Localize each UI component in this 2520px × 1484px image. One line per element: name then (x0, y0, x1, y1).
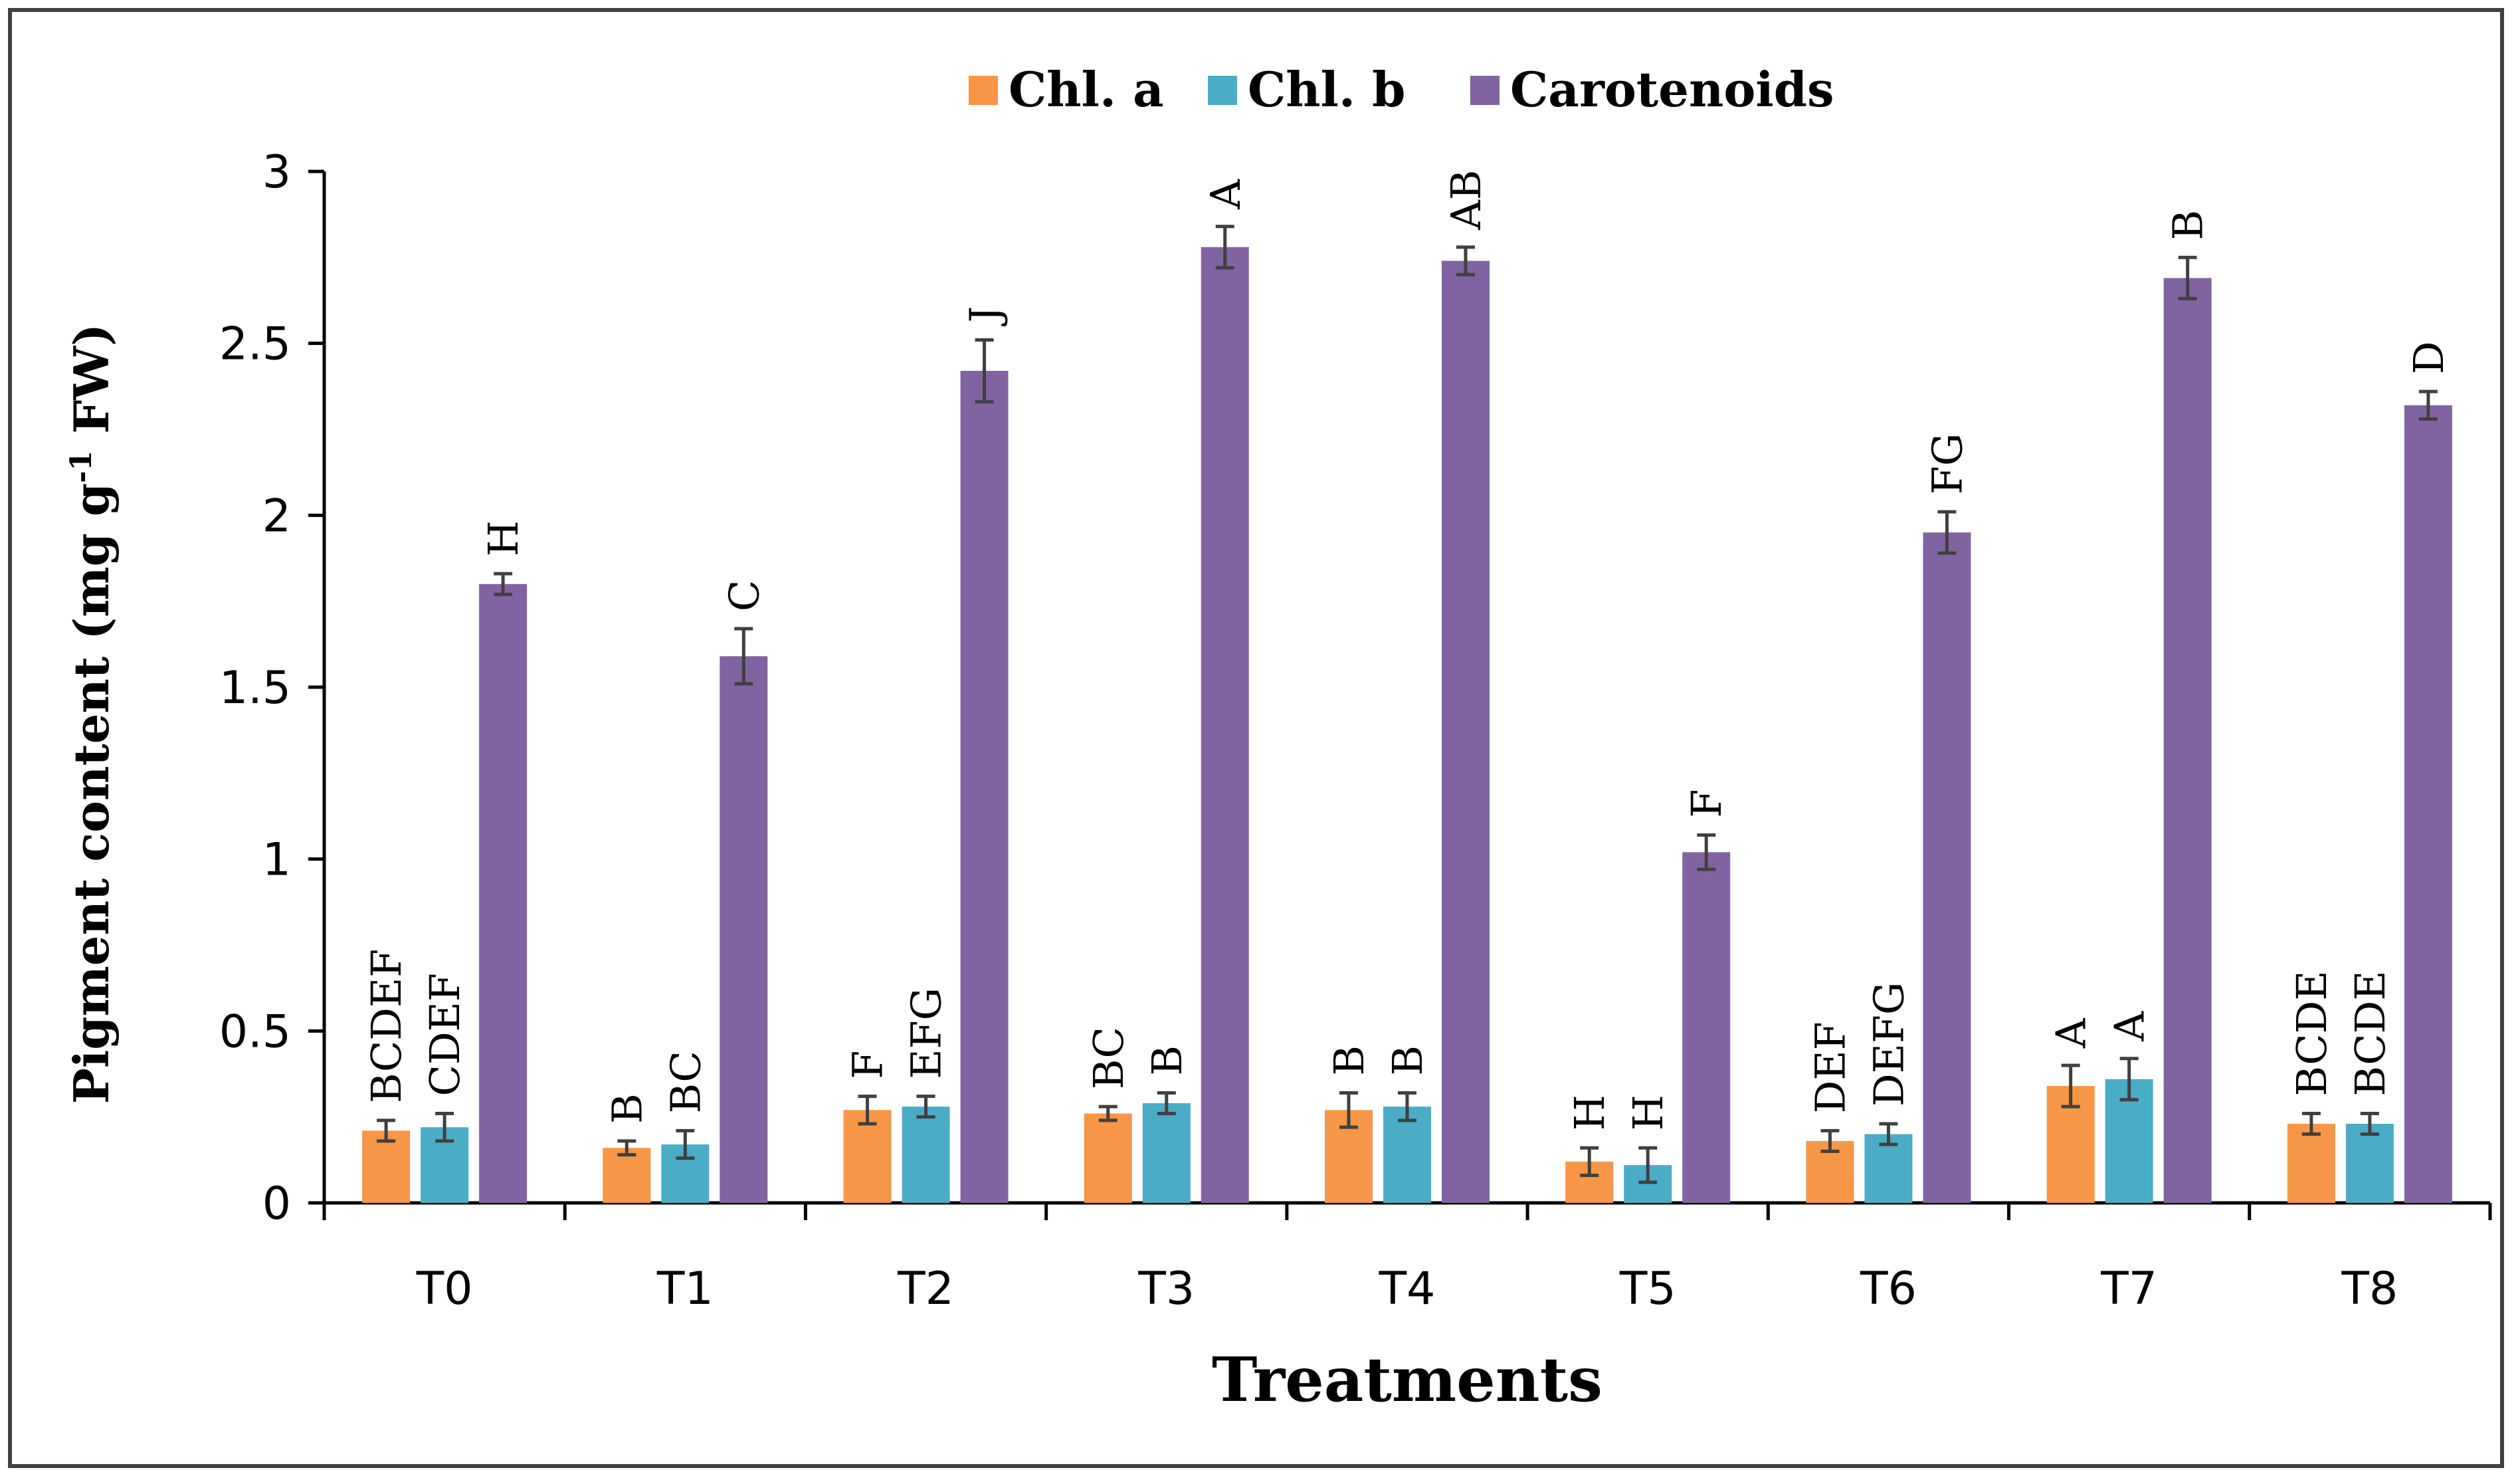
y-tick-label: 1 (262, 834, 291, 887)
bar (960, 371, 1009, 1203)
significance-label: A (2105, 1011, 2154, 1042)
significance-label: DEFG (1864, 982, 1913, 1107)
bar (902, 1107, 950, 1203)
y-axis-title-main: Pigment content (mg g (63, 483, 120, 1104)
y-tick-label: 0 (262, 1178, 291, 1230)
significance-label: F (1682, 789, 1731, 817)
bar (1923, 532, 1971, 1203)
x-tick-label: T4 (1379, 1263, 1436, 1315)
significance-label: C (720, 580, 768, 611)
y-tick-label: 1.5 (219, 662, 291, 714)
significance-label: B (1325, 1045, 1373, 1076)
significance-label: B (2164, 210, 2212, 241)
x-tick-label: T3 (1137, 1263, 1195, 1315)
x-tick-label: T1 (656, 1263, 714, 1315)
legend-label: Carotenoids (1510, 61, 1834, 118)
bar (1682, 852, 1731, 1203)
legend-swatch (969, 76, 998, 105)
bar (479, 583, 528, 1203)
x-tick-label: T7 (2100, 1263, 2157, 1315)
significance-label: A (2047, 1017, 2095, 1049)
significance-label: B (603, 1093, 651, 1124)
x-tick-label: T8 (2341, 1263, 2398, 1315)
significance-label: AB (1442, 169, 1490, 230)
legend-swatch (1208, 76, 1237, 105)
bar (1383, 1107, 1431, 1203)
significance-label: DEF (1806, 1021, 1854, 1113)
x-tick-label: T2 (897, 1263, 954, 1315)
x-axis: T0 T1 T2 T3 T4 T5 T6 T7 T8 (322, 1201, 2492, 1315)
significance-label: J (961, 306, 1009, 327)
y-axis-title-sup: -1 (64, 451, 98, 483)
bar (1084, 1113, 1132, 1203)
significance-label: BCDE (2346, 970, 2394, 1096)
y-tick-label: 2 (262, 490, 291, 542)
significance-label: A (1201, 179, 1250, 210)
legend-label: Chl. a (1009, 61, 1164, 118)
y-tick-label: 0.5 (219, 1006, 291, 1058)
chart-frame: Chl. a Chl. b Carotenoids 0 0.5 1 1.5 2 2.5 3 T0… (8, 8, 2504, 1468)
legend-label: Chl. b (1248, 61, 1405, 118)
significance-label: H (1624, 1095, 1672, 1130)
bar (2404, 405, 2452, 1204)
significance-label: H (479, 520, 528, 556)
chart-svg: Chl. a Chl. b Carotenoids 0 0.5 1 1.5 2 2.5 3 T0… (63, 61, 2492, 1416)
significance-label: F (844, 1051, 892, 1079)
significance-label: D (2404, 341, 2453, 374)
x-tick-label: T6 (1860, 1263, 1917, 1315)
bar (362, 1130, 411, 1203)
bar (603, 1148, 651, 1203)
significance-label: B (1143, 1045, 1191, 1076)
significance-label: FG (1923, 433, 1971, 495)
y-axis-title-tail: FW) (63, 324, 120, 451)
bars (362, 247, 2452, 1204)
significance-label: BCDEF (362, 949, 411, 1103)
x-tick-label: T5 (1619, 1263, 1676, 1315)
significance-label: BCDE (2287, 970, 2336, 1096)
significance-label: B (1383, 1045, 1432, 1076)
significance-label: EFG (902, 988, 951, 1079)
legend-swatch (1470, 76, 1500, 105)
significance-label: CDEF (421, 973, 469, 1096)
bar (1142, 1103, 1191, 1203)
bar (2345, 1124, 2394, 1203)
legend: Chl. a Chl. b Carotenoids (969, 61, 1834, 118)
bar (720, 656, 768, 1203)
y-tick-label: 3 (262, 146, 291, 199)
bar (1201, 247, 1249, 1203)
bar (843, 1110, 892, 1203)
x-axis-title: Treatments (1212, 1344, 1602, 1416)
y-axis-title: Pigment content (mg g-1 FW) (63, 324, 120, 1104)
y-axis: 0 0.5 1 1.5 2 2.5 3 (219, 146, 326, 1230)
significance-label: BC (1084, 1027, 1133, 1089)
error-bars (377, 225, 2438, 1184)
x-tick-label: T0 (416, 1263, 473, 1315)
bar (2163, 278, 2212, 1204)
y-tick-label: 2.5 (219, 318, 291, 371)
significance-label: BC (661, 1051, 710, 1113)
significance-label: H (1565, 1095, 1614, 1130)
bar (2287, 1124, 2335, 1203)
bar (1442, 261, 1490, 1204)
